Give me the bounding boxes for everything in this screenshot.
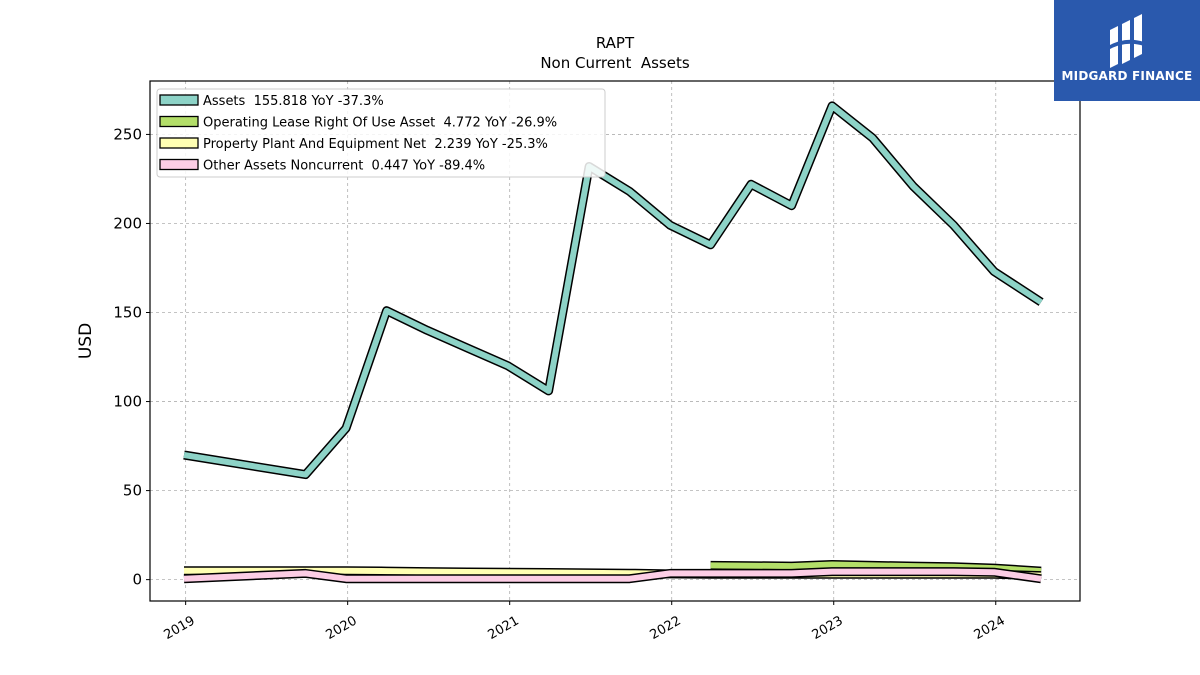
legend-entry: Other Assets Noncurrent 0.447 YoY -89.4% — [203, 159, 485, 174]
x-tick-label: 2022 — [648, 613, 684, 643]
x-tick-label: 2021 — [486, 613, 522, 643]
series-line — [183, 102, 1043, 478]
x-tick-label: 2019 — [161, 613, 197, 643]
y-tick-label: 150 — [113, 304, 142, 322]
y-tick-label: 0 — [132, 571, 142, 589]
legend-swatch — [159, 137, 199, 149]
legend-swatch — [159, 94, 199, 106]
x-tick-label: 2023 — [810, 613, 846, 643]
chart-subtitle: Non Current Assets — [540, 54, 690, 72]
legend: Assets 155.818 YoY -37.3% Operating Lease… — [156, 88, 606, 178]
x-tick-label: 2020 — [324, 613, 360, 643]
plot-frame — [149, 80, 1081, 602]
legend-entry: Property Plant And Equipment Net 2.239 Y… — [203, 137, 548, 152]
series-line — [183, 568, 1042, 582]
legend-swatch — [159, 115, 199, 128]
legend-swatch — [159, 158, 199, 171]
series-0 — [183, 101, 1044, 480]
y-tick-label: 100 — [113, 393, 142, 411]
logo-mark-icon — [1108, 14, 1144, 68]
x-tick-label: 2024 — [972, 613, 1008, 643]
legend-box — [156, 88, 606, 178]
series-areas — [183, 101, 1044, 584]
legend-entry: Operating Lease Right Of Use Asset 4.772… — [203, 116, 557, 131]
chart-title: RAPT — [596, 34, 635, 52]
midgard-finance-logo: MIDGARD FINANCE — [1054, 0, 1200, 101]
y-tick-label: 200 — [113, 214, 142, 232]
series-3 — [183, 567, 1042, 584]
legend-entry: Assets 155.818 YoY -37.3% — [203, 94, 384, 109]
y-axis-label: USD — [76, 323, 96, 359]
y-tick-label: 50 — [123, 482, 142, 500]
logo-text: MIDGARD FINANCE — [1061, 69, 1193, 83]
y-tick-label: 250 — [113, 125, 142, 143]
